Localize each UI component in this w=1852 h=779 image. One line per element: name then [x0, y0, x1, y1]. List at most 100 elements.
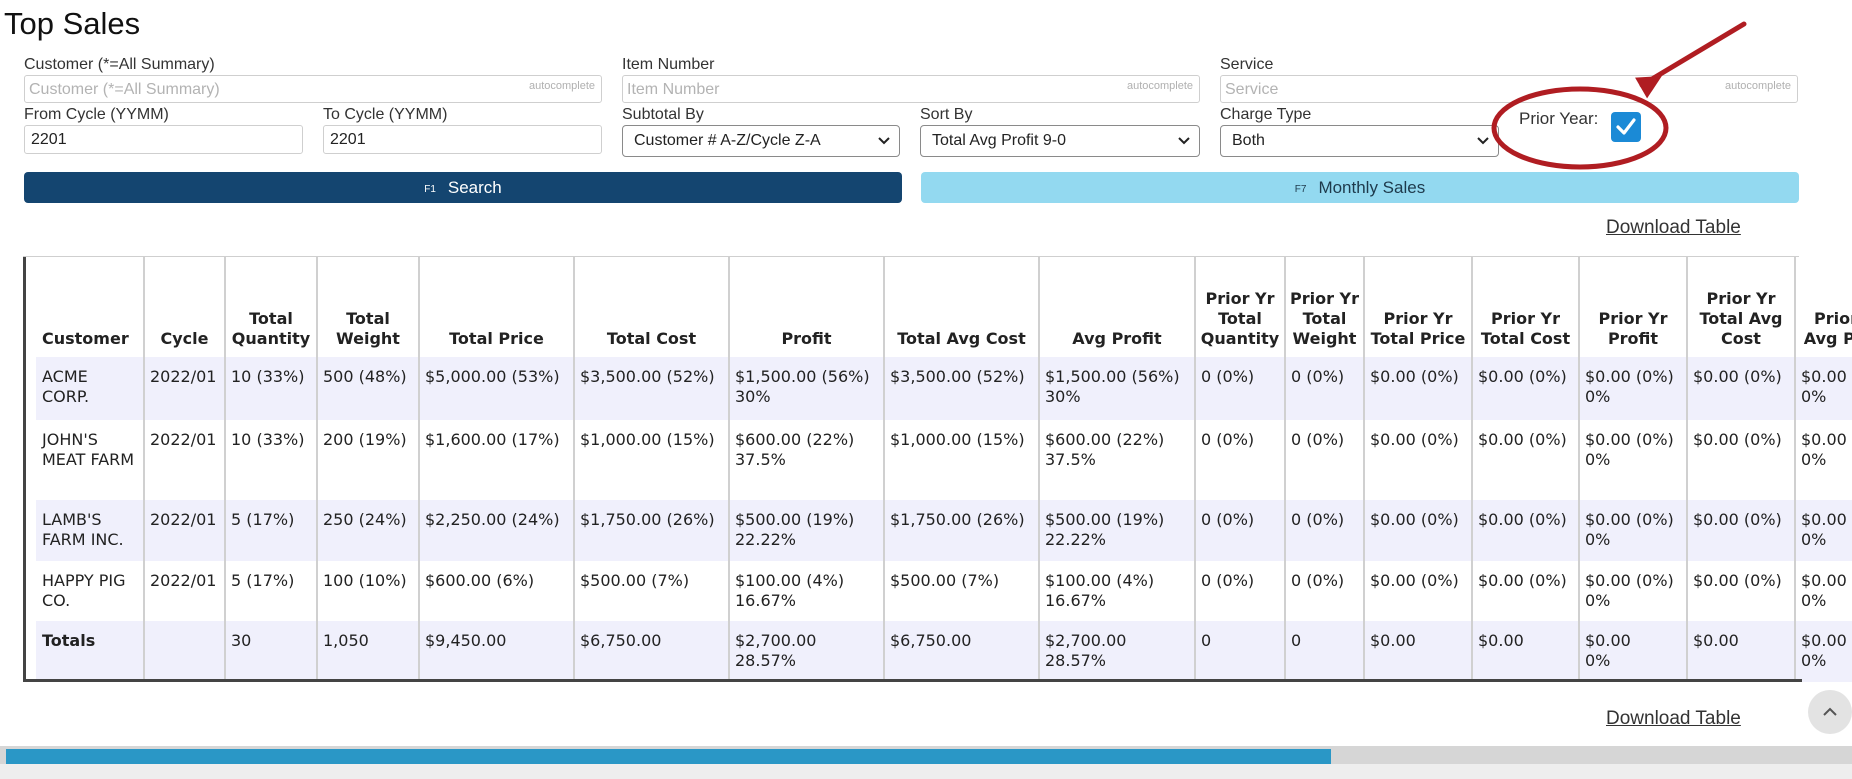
- table-row: LAMB'S FARM INC. 2022/01 5 (17%) 250 (24%) $…: [26, 500, 1852, 561]
- table-cell: $0.00 0%: [1578, 621, 1687, 682]
- cell-value: $0.00 (0%): [1370, 367, 1459, 386]
- prior-year-checkbox[interactable]: [1611, 112, 1641, 142]
- column-header[interactable]: Prior Yr Profit: [1578, 257, 1687, 357]
- column-header[interactable]: Prior Yr Total Price: [1363, 257, 1472, 357]
- cell-value: 30: [231, 631, 252, 650]
- customer-input-box[interactable]: autocomplete: [24, 75, 602, 103]
- table-cell: $0.00: [1471, 621, 1579, 682]
- download-table-link-bottom[interactable]: Download Table: [1606, 708, 1741, 729]
- column-header[interactable]: Total Price: [418, 257, 574, 357]
- cell-value: $1,500.00 (56%): [735, 367, 870, 386]
- cell-value: 0 (0%): [1201, 510, 1255, 529]
- cell-value: 0 (0%): [1291, 430, 1345, 449]
- cell-value: $0.00: [1478, 631, 1524, 650]
- sales-table-container[interactable]: Customer Cycle Total Quantity Total Weig…: [23, 257, 1852, 682]
- cell-value: $0.00: [1693, 631, 1739, 650]
- cell-percent: 0%: [1585, 530, 1611, 549]
- table-cell: $6,750.00: [883, 621, 1039, 682]
- monthly-sales-button[interactable]: F7 Monthly Sales: [921, 172, 1799, 203]
- table-cell: 0: [1284, 621, 1364, 682]
- charge-type-value: Both: [1232, 132, 1265, 149]
- cell-percent: 0%: [1585, 387, 1611, 406]
- item-number-input[interactable]: [623, 76, 1199, 102]
- cell-value: 2022/01: [150, 367, 217, 386]
- service-input[interactable]: [1221, 76, 1797, 102]
- table-cell: $600.00 (6%): [418, 561, 574, 621]
- item-number-input-box[interactable]: autocomplete: [622, 75, 1200, 103]
- sort-by-select[interactable]: Total Avg Profit 9-0: [920, 125, 1200, 157]
- item-number-field: Item Number autocomplete: [622, 56, 1200, 103]
- cell-value: 0: [1201, 631, 1212, 650]
- cell-value: $6,750.00: [580, 631, 662, 650]
- table-cell: $3,500.00 (52%): [883, 357, 1039, 420]
- table-cell: 0: [1194, 621, 1285, 682]
- table-cell: $0.00 (0%): [1686, 357, 1795, 420]
- column-header[interactable]: Cycle: [143, 257, 225, 357]
- table-cell: $0.00: [1686, 621, 1795, 682]
- cell-value: $500.00 (19%): [735, 510, 855, 529]
- cell-value: $0.00 (0%): [1585, 367, 1674, 386]
- column-header[interactable]: Total Cost: [573, 257, 729, 357]
- download-table-link-top[interactable]: Download Table: [1606, 217, 1741, 238]
- column-header[interactable]: Total Avg Cost: [883, 257, 1039, 357]
- from-cycle-input[interactable]: 2201: [24, 125, 303, 154]
- column-header[interactable]: Prior Yr Total Cost: [1471, 257, 1579, 357]
- to-cycle-input[interactable]: 2201: [323, 125, 602, 154]
- column-header[interactable]: Prior Yr Total Weight: [1284, 257, 1364, 357]
- column-header[interactable]: Prior Yr Total Avg Cost: [1686, 257, 1795, 357]
- table-cell: $0.00 (0%): [1686, 420, 1795, 500]
- cell-value: $6,750.00: [890, 631, 972, 650]
- cell-value: 200 (19%): [323, 430, 407, 449]
- column-header[interactable]: Total Quantity: [224, 257, 317, 357]
- table-cell: HAPPY PIG CO.: [26, 561, 144, 621]
- checkmark-icon: [1616, 118, 1636, 135]
- column-header[interactable]: Total Weight: [316, 257, 419, 357]
- cell-value: $1,600.00 (17%): [425, 430, 560, 449]
- cell-percent: 0%: [1801, 591, 1827, 610]
- autocomplete-tag: autocomplete: [1126, 80, 1193, 92]
- charge-type-field: Charge Type Both: [1220, 106, 1499, 157]
- table-cell: $100.00 (4%) 16.67%: [1038, 561, 1195, 621]
- cell-value: $0.00: [1370, 631, 1416, 650]
- column-header[interactable]: Customer: [26, 257, 144, 357]
- table-cell: $5,000.00 (53%): [418, 357, 574, 420]
- cell-percent: 22.22%: [1045, 530, 1107, 549]
- cell-percent: 0%: [1801, 450, 1827, 469]
- horizontal-scrollbar-thumb[interactable]: [6, 749, 1331, 764]
- autocomplete-tag: autocomplete: [1724, 80, 1791, 92]
- column-header[interactable]: Avg Profit: [1038, 257, 1195, 357]
- charge-type-label: Charge Type: [1220, 106, 1312, 123]
- column-header[interactable]: Profit: [728, 257, 884, 357]
- table-cell: 0 (0%): [1284, 420, 1364, 500]
- search-button-label: Search: [447, 177, 502, 197]
- column-header[interactable]: Prior Yr Avg Profit: [1794, 257, 1852, 357]
- cell-value: $0.00 (0%): [1585, 430, 1674, 449]
- table-cell: 200 (19%): [316, 420, 419, 500]
- table-cell: $500.00 (19%) 22.22%: [1038, 500, 1195, 561]
- cell-value: $0.00 (0%): [1693, 571, 1782, 590]
- cell-value: $600.00 (22%): [735, 430, 855, 449]
- table-cell: $0.00 (0%): [1471, 357, 1579, 420]
- column-header[interactable]: Prior Yr Total Quantity: [1194, 257, 1285, 357]
- cell-value: $2,700.00: [735, 631, 817, 650]
- table-cell: $0.00 (0%)0%: [1794, 500, 1852, 561]
- table-cell: $2,700.00 28.57%: [728, 621, 884, 682]
- table-cell: $1,500.00 (56%) 30%: [728, 357, 884, 420]
- service-field: Service autocomplete: [1220, 56, 1798, 103]
- subtotal-by-select[interactable]: Customer # A-Z/Cycle Z-A: [622, 125, 900, 157]
- cell-value: $0.00: [1801, 631, 1847, 650]
- charge-type-select[interactable]: Both: [1220, 125, 1499, 157]
- cell-value: $5,000.00 (53%): [425, 367, 560, 386]
- subtotal-by-label: Subtotal By: [622, 106, 704, 123]
- table-cell: $500.00 (7%): [883, 561, 1039, 621]
- scroll-to-top-button[interactable]: [1808, 690, 1852, 734]
- customer-input[interactable]: [25, 76, 601, 102]
- customer-field: Customer (*=All Summary) autocomplete: [24, 56, 602, 103]
- annotation-highlight: [1491, 21, 1747, 170]
- table-cell: $600.00 (22%) 37.5%: [728, 420, 884, 500]
- service-input-box[interactable]: autocomplete: [1220, 75, 1798, 103]
- table-cell: $0.00 (0%)0%: [1578, 357, 1687, 420]
- search-button[interactable]: F1 Search: [24, 172, 902, 203]
- table-cell: $0.00: [1363, 621, 1472, 682]
- subtotal-by-field: Subtotal By Customer # A-Z/Cycle Z-A: [622, 106, 900, 157]
